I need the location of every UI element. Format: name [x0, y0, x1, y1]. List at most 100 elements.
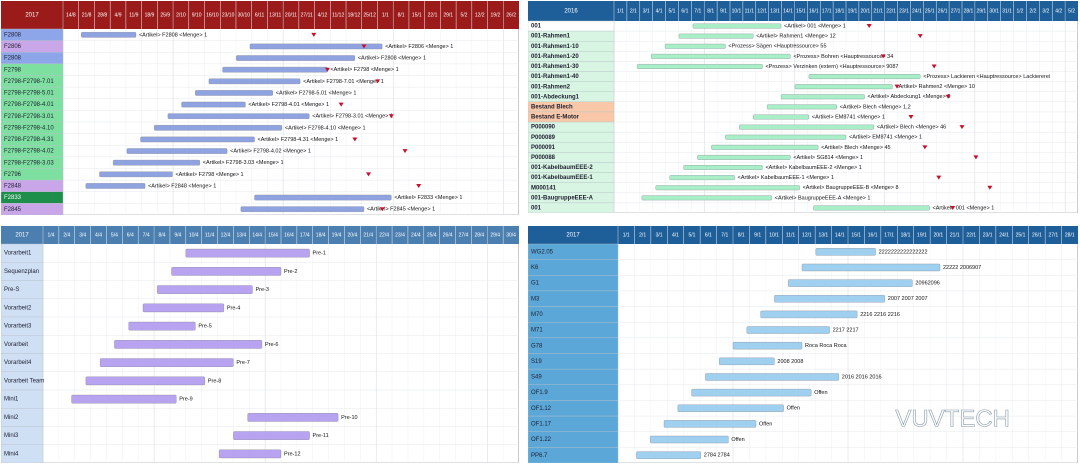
gantt-panel: 2016 1/1 2/1 3/1 4/1 5/1 6/1 7/1 8/1 9/1 10/1 11/1 1… [528, 1, 1078, 213]
task-label: Offen [759, 421, 772, 427]
task-bar [669, 175, 735, 181]
task-bar [780, 94, 865, 100]
task-label: <Artikel> 001 <Menge> 1 [933, 205, 995, 211]
column-date: 15/1 [412, 12, 422, 18]
task-bar [71, 394, 177, 404]
column-date: 21/1 [873, 8, 883, 14]
row-label: P000088 [531, 155, 556, 161]
task-label: Pre-12 [284, 451, 301, 457]
row-label: F2798-F2798-7.01 [4, 79, 54, 85]
column-date: 28/1 [1065, 232, 1075, 238]
column-date: 21/4 [363, 232, 373, 238]
column-date: 23/10 [222, 12, 235, 18]
task-label: 2216 2216 2216 [860, 312, 900, 318]
task-label: <Artikel> F2798-4.02 <Menge> 1 [230, 149, 311, 155]
header [1, 1, 519, 29]
task-label: <Artikel> SG814 <Menge> 1 [793, 155, 863, 161]
column-date: 23/1 [983, 232, 993, 238]
task-bar [222, 66, 328, 73]
task-bar [114, 340, 263, 349]
row-label: Vorarbeit4 [4, 360, 32, 366]
task-label: <Artikel> F2798 <Menge> 1 [330, 67, 398, 73]
row-label: F2848 [4, 184, 22, 190]
task-label: Pre-6 [265, 342, 278, 348]
row-label: Vorarbeit3 [4, 324, 32, 330]
column-date: 24/1 [999, 232, 1009, 238]
column-date: 30/4 [506, 232, 516, 238]
column-date: 15/1 [851, 232, 861, 238]
task-bar [808, 74, 921, 80]
task-label: Offen [787, 406, 800, 412]
column-date: 20/11 [285, 12, 297, 18]
deadline-marker [950, 205, 956, 210]
row-label: K6 [531, 265, 539, 271]
row-label: 001-KabelbaumEEE-1 [531, 175, 593, 181]
deadline-marker [936, 175, 942, 180]
task-bar [788, 279, 913, 287]
column-date: 5/2 [460, 12, 467, 18]
column-date: 25/12 [363, 12, 376, 18]
column-date: 14/8 [66, 12, 76, 18]
task-bar [128, 321, 196, 331]
task-bar [254, 194, 392, 201]
task-bar [233, 431, 310, 440]
column-date: 17/1 [822, 8, 832, 14]
column-date: 28/4 [474, 232, 484, 238]
column-date: 1/1 [617, 8, 624, 14]
task-bar [208, 78, 301, 85]
task-label: Pre-7 [236, 360, 249, 366]
deadline-marker [366, 172, 372, 177]
column-date: 3/2 [1042, 8, 1049, 14]
row-label: Pre-S [4, 287, 19, 293]
column-date: 11/9 [129, 12, 139, 18]
column-date: 8/4 [159, 232, 166, 238]
row-label: Vorarbeit [4, 342, 28, 348]
row-label: WG2.05 [531, 249, 554, 255]
task-bar [650, 435, 729, 444]
task-bar [691, 388, 812, 397]
task-label: <Artikel> Abdeckung1 <Menge> 5 [868, 94, 951, 100]
task-label: <Artikel> Rahmen2 <Menge> 10 [895, 84, 975, 90]
task-label: <Artikel> Blech <Menge> 45 [821, 145, 890, 151]
row-label: 001-Rahmen1 [531, 34, 571, 40]
row-label: F2798-F2798-4.31 [4, 137, 54, 143]
task-bar [99, 358, 234, 367]
row-label: 001-Abdeckung1 [531, 94, 580, 100]
column-date: 30/10 [238, 12, 251, 18]
row-label: F2798-F2798-4.01 [4, 102, 54, 108]
row-label: F2798-F2798-4.10 [4, 125, 54, 131]
column-date: 30/1 [989, 8, 999, 14]
row-label: F2798-F2798-3.01 [4, 114, 54, 120]
column-date: 6/4 [127, 232, 134, 238]
deadline-marker [361, 44, 367, 49]
column-date: 14/1 [783, 8, 793, 14]
column-date: 12/4 [221, 232, 231, 238]
row-label: Mini1 [4, 397, 19, 403]
row-label: OF1.12 [531, 406, 552, 412]
column-date: 1/4 [47, 232, 54, 238]
deadline-marker [973, 155, 979, 160]
deadline-marker [866, 24, 872, 29]
year: 2017 [15, 233, 29, 239]
header [528, 226, 1078, 244]
column-date: 4/2 [1055, 8, 1062, 14]
column-date: 16/1 [809, 8, 819, 14]
column-date: 29/4 [490, 232, 500, 238]
deadline-marker [379, 207, 385, 212]
column-date: 3/4 [79, 232, 86, 238]
task-bar [171, 267, 282, 276]
column-date: 21/1 [950, 232, 960, 238]
deadline-marker [311, 32, 317, 37]
row-label: S49 [531, 375, 542, 381]
task-bar [113, 159, 200, 166]
task-bar [692, 23, 782, 29]
task-bar [655, 185, 800, 191]
task-label: Offen [731, 437, 744, 443]
column-date: 27/1 [951, 8, 961, 14]
task-label: <Artikel> F2808 <Menge> 1 [358, 56, 426, 62]
column-date: 20/4 [348, 232, 358, 238]
task-bar [154, 125, 283, 131]
column-date: 5/1 [669, 8, 676, 14]
task-label: Pre-8 [208, 378, 221, 384]
column-date: 6/1 [705, 232, 712, 238]
